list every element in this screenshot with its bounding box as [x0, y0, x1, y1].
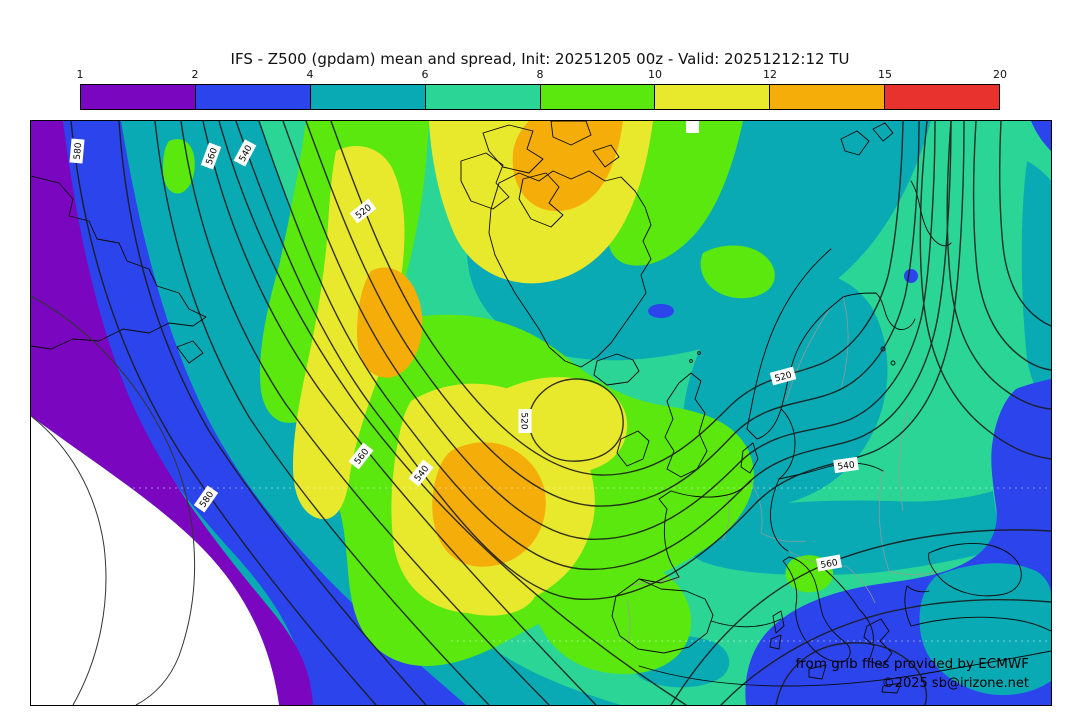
chart-title: IFS - Z500 (gpdam) mean and spread, Init… [230, 50, 850, 68]
colorbar-segment-6-8 [425, 85, 541, 109]
clipped-contour-label-box [686, 121, 699, 133]
credit-ecmwf: from grib files provided by ECMWF [795, 656, 1029, 672]
colorbar-tick-15: 15 [878, 68, 892, 81]
contour-label-520: 520 [769, 366, 797, 386]
colorbar: 1 2 4 6 8 10 12 15 20 [77, 68, 1007, 110]
colorbar-tick-20: 20 [993, 68, 1007, 81]
contour-label-560: 560 [816, 554, 842, 572]
colorbar-tick-12: 12 [763, 68, 777, 81]
contour-label-580: 580 [69, 138, 85, 164]
graticule-lines [31, 487, 1051, 642]
svg-text:520: 520 [774, 370, 793, 384]
contour-label-540: 540 [833, 456, 859, 474]
svg-text:540: 540 [837, 460, 856, 472]
colorbar-tick-1: 1 [76, 68, 84, 81]
spread-region-purple [31, 121, 313, 705]
colorbar-segment-1-2 [81, 85, 196, 109]
svg-text:560: 560 [820, 558, 839, 571]
credits: from grib files provided by ECMWF ©2025 … [796, 656, 1029, 691]
colorbar-segment-10-12 [655, 85, 771, 109]
colorbar-segment-4-6 [310, 85, 426, 109]
colorbar-segments [80, 84, 1000, 110]
z500-contour-lines [70, 121, 1051, 705]
colorbar-segment-8-10 [540, 85, 656, 109]
contour-label-520: 520 [518, 409, 532, 433]
credit-copyright: ©2025 sb@irizone.net [881, 676, 1029, 691]
svg-text:520: 520 [519, 412, 529, 429]
colorbar-tick-10: 10 [648, 68, 662, 81]
colorbar-tick-4: 4 [306, 68, 314, 81]
colorbar-segment-15-20 [885, 85, 999, 109]
colorbar-tick-6: 6 [421, 68, 429, 81]
map-panel: 580 560 540 520 520 540 560 580 520 540 560 from g… [30, 120, 1052, 706]
coastlines [31, 121, 1051, 694]
svg-text:580: 580 [73, 142, 84, 160]
ridge-contour-lines [31, 295, 196, 705]
spread-region-teal-se [919, 563, 1051, 696]
colorbar-segment-12-15 [770, 85, 886, 109]
colorbar-tick-2: 2 [191, 68, 199, 81]
spread-region-white [31, 416, 279, 705]
colorbar-segment-2-4 [195, 85, 311, 109]
colorbar-tick-8: 8 [536, 68, 544, 81]
country-borders [626, 296, 940, 644]
